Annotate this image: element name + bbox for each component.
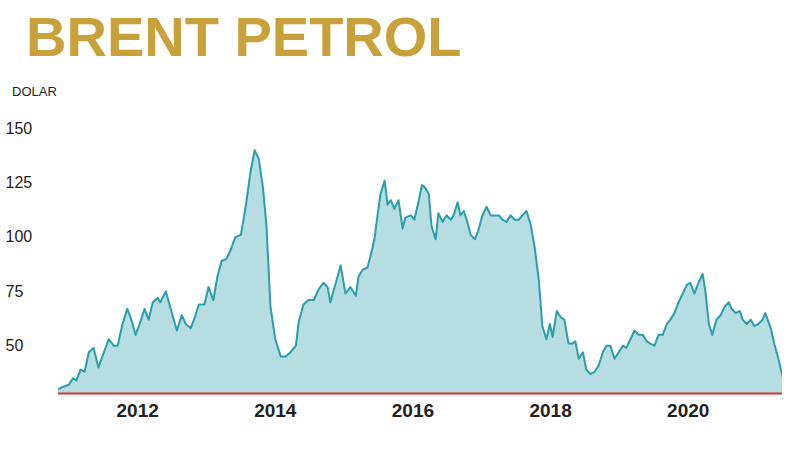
svg-text:125: 125	[6, 174, 33, 191]
svg-text:150: 150	[6, 120, 33, 137]
svg-text:100: 100	[6, 228, 33, 245]
svg-text:2016: 2016	[392, 400, 434, 421]
svg-text:2018: 2018	[529, 400, 571, 421]
svg-text:50: 50	[6, 337, 24, 354]
svg-text:2012: 2012	[117, 400, 159, 421]
html-text:DOLAR: DOLAR	[12, 84, 57, 99]
svg-text:2014: 2014	[254, 400, 297, 421]
svg-text:75: 75	[6, 283, 24, 300]
html-text:BRENT PETROL: BRENT PETROL	[26, 5, 462, 68]
svg-text:2020: 2020	[667, 400, 709, 421]
